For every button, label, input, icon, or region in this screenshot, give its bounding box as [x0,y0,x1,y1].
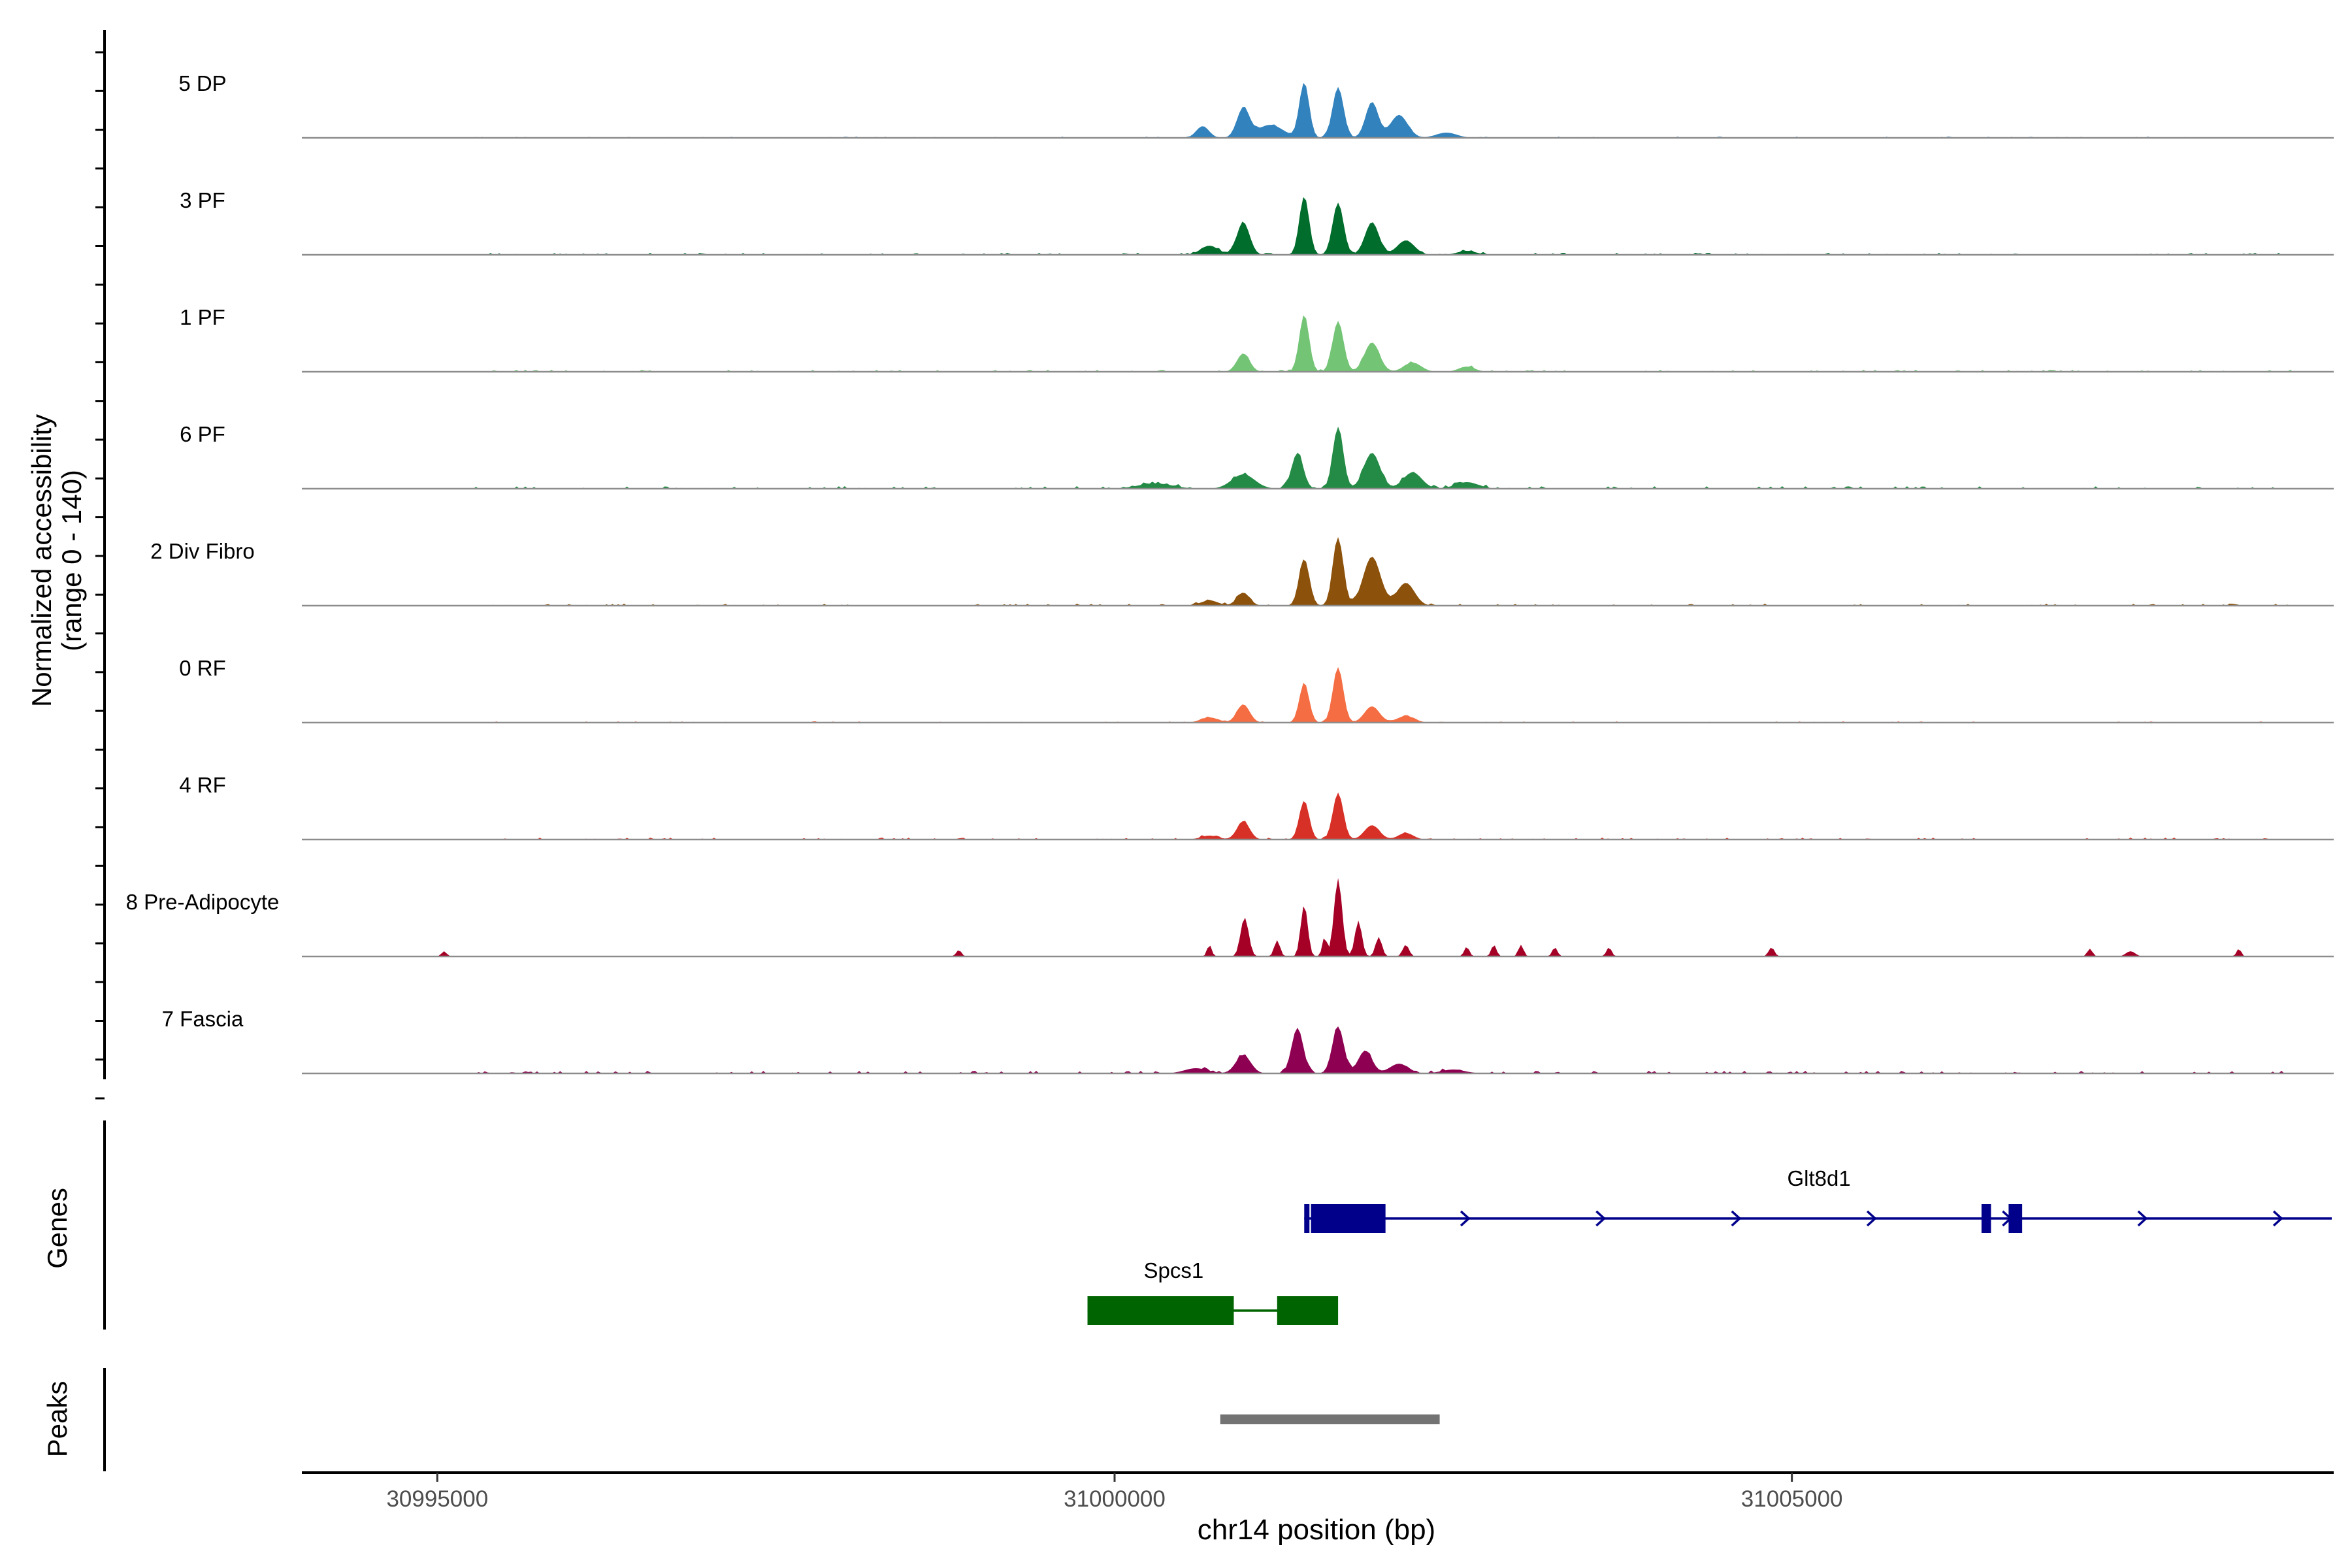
track-label: 6 PF [180,422,225,446]
coverage-track: 6 PF [180,422,2334,490]
coverage-area [302,1026,2334,1073]
peaks-label: Peaks [42,1381,73,1458]
gene-exon [1304,1204,1310,1233]
gene-exon [1277,1296,1339,1325]
genes-panel: Glt8d1 Spcs1 [1087,1166,2332,1325]
strand-arrow [1866,1210,1877,1227]
coverage-area [302,427,2334,489]
track-label: 0 RF [179,656,226,680]
coverage-area [302,197,2334,255]
coverage-track: 5 DP [178,71,2334,139]
coverage-track: 0 RF [179,656,2334,724]
strand-arrow [2137,1210,2148,1227]
peak-region-bar [1220,1414,1440,1424]
gene-exon [2008,1204,2023,1233]
coverage-area [302,667,2334,723]
gene-exon [1087,1296,1234,1325]
track-label: 1 PF [180,305,225,329]
y-axis-label-line1: Normalized accessibility [26,414,57,707]
x-tick-label: 30995000 [386,1486,488,1512]
gene-label: Spcs1 [1143,1258,1203,1282]
coverage-track: 1 PF [180,305,2334,373]
track-label: 5 DP [178,71,226,95]
coverage-area [302,315,2334,372]
coverage-area [302,878,2334,956]
genes-label: Genes [42,1188,73,1269]
gene-model: Spcs1 [1087,1258,1339,1325]
gene-exon [1981,1204,1991,1233]
strand-arrow [1595,1210,1606,1227]
coverage-track: 4 RF [179,773,2334,841]
coverage-area [302,83,2334,138]
strand-arrow [1731,1210,1742,1227]
strand-arrow [1460,1210,1471,1227]
x-axis-ticks: 30995000 31000000 31005000 [386,1473,1843,1512]
coverage-tracks: 5 DP 3 PF 1 PF 6 PF 2 Div Fibro 0 RF 4 RF 8 Pre… [126,71,2334,1075]
coverage-area [302,537,2334,606]
gene-model: Glt8d1 [1304,1166,2332,1233]
strand-arrow [2272,1210,2283,1227]
track-label: 4 RF [179,773,226,797]
gene-label: Glt8d1 [1788,1166,1851,1190]
gene-exon [1311,1204,1386,1233]
x-axis-label: chr14 position (bp) [1198,1514,1435,1546]
track-label: 3 PF [180,188,225,212]
track-label: 8 Pre-Adipocyte [126,890,280,914]
coverage-track: 3 PF [180,188,2334,256]
coverage-track: 7 Fascia [162,1007,2334,1075]
coverage-area [302,792,2334,840]
track-label: 7 Fascia [162,1007,244,1031]
peak-regions [1220,1414,1440,1424]
y-axis-label-line2: (range 0 - 140) [56,470,87,651]
x-tick-label: 31000000 [1064,1486,1166,1512]
x-tick-label: 31005000 [1741,1486,1843,1512]
coverage-track: 2 Div Fibro [150,537,2334,607]
coverage-track: 8 Pre-Adipocyte [126,878,2334,958]
coverage-y-ticks [95,51,105,1100]
track-label: 2 Div Fibro [150,539,255,563]
